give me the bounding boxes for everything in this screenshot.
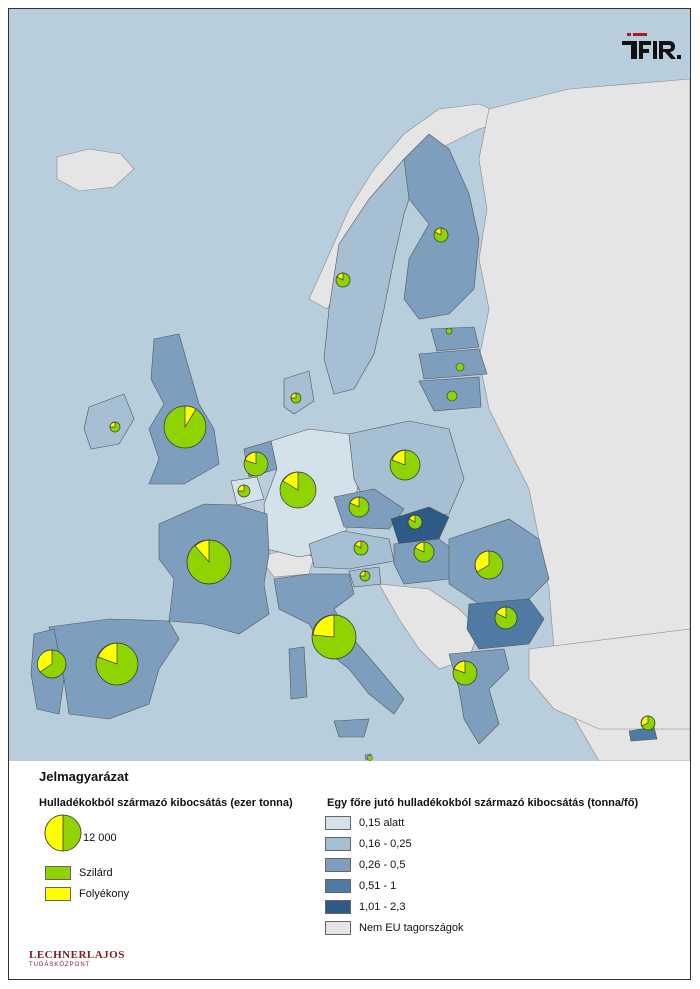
non-eu-east <box>478 78 690 761</box>
solid-swatch <box>45 866 71 880</box>
pie-austria <box>353 540 369 556</box>
class-2-label: 0,16 - 0,25 <box>359 838 412 850</box>
pie-slovakia <box>407 514 423 530</box>
pie-uk <box>163 405 207 449</box>
pie-spain <box>95 642 139 686</box>
pie-finland <box>433 227 449 243</box>
lechner-line1: LECHNERLAJOS <box>29 949 125 961</box>
pie-germany <box>279 471 317 509</box>
legend-pie <box>44 814 82 852</box>
class-3-swatch <box>325 858 351 872</box>
liquid-label: Folyékony <box>79 888 130 900</box>
sicily <box>333 718 370 738</box>
pie-latvia <box>455 362 465 372</box>
pie-italy <box>311 614 357 660</box>
latvia <box>418 348 488 380</box>
pie-poland <box>389 449 421 481</box>
class-4-swatch <box>325 879 351 893</box>
pie-value-label: 12 000 <box>83 832 117 844</box>
class-4-label: 0,51 - 1 <box>359 880 397 892</box>
class-3-label: 0,26 - 0,5 <box>359 859 406 871</box>
pie-estonia <box>445 327 453 335</box>
per-capita-title: Egy főre jutó hulladékokból származó kib… <box>327 797 639 809</box>
pie-netherlands <box>243 451 269 477</box>
class-row-2: 0,16 - 0,25 <box>325 837 412 851</box>
class-1-label: 0,15 alatt <box>359 817 405 829</box>
legend-title: Jelmagyarázat <box>39 769 129 784</box>
class-row-6: Nem EU tagországok <box>325 921 464 935</box>
pie-belgium <box>237 484 251 498</box>
class-2-swatch <box>325 837 351 851</box>
legend: Jelmagyarázat Hulladékokból származó kib… <box>9 761 690 979</box>
class-6-label: Nem EU tagországok <box>359 922 464 934</box>
ireland <box>83 393 135 450</box>
pie-czechia <box>348 496 370 518</box>
sardinia <box>288 646 308 700</box>
non-eu-turkey <box>528 628 690 730</box>
solid-label: Szilárd <box>79 867 113 879</box>
liquid-swatch <box>45 887 71 901</box>
legend-liquid: Folyékony <box>45 887 129 901</box>
class-row-4: 0,51 - 1 <box>325 879 396 893</box>
pie-malta <box>367 755 373 761</box>
lechner-logo: LECHNERLAJOS TUDÁSKÖZPONT <box>29 949 125 968</box>
denmark <box>283 370 315 415</box>
non-eu-iceland <box>56 148 135 192</box>
class-1-swatch <box>325 816 351 830</box>
class-5-label: 1,01 - 2,3 <box>359 901 406 913</box>
class-row-5: 1,01 - 2,3 <box>325 900 405 914</box>
pie-portugal <box>37 649 67 679</box>
pie-bulgaria <box>494 606 518 630</box>
map-svg <box>30 78 690 761</box>
class-row-3: 0,26 - 0,5 <box>325 858 405 872</box>
emission-title: Hulladékokból származó kibocsátás (ezer … <box>39 797 293 809</box>
europe-map <box>9 9 690 761</box>
finland <box>403 133 480 320</box>
map-frame <box>8 8 691 980</box>
legend-solid: Szilárd <box>45 866 113 880</box>
pie-lithuania <box>446 390 458 402</box>
legend-pie-value: 12 000 <box>83 832 117 844</box>
teir-logo-icon <box>622 33 681 59</box>
lechner-line2: TUDÁSKÖZPONT <box>29 962 91 968</box>
class-row-1: 0,15 alatt <box>325 816 404 830</box>
class-5-swatch <box>325 900 351 914</box>
class-6-swatch <box>325 921 351 935</box>
pie-greece <box>452 660 478 686</box>
pie-slovenia <box>359 570 371 582</box>
pie-france <box>186 539 232 585</box>
estonia <box>430 326 480 352</box>
pie-hungary <box>413 541 435 563</box>
pie-ireland <box>109 421 121 433</box>
pie-sweden <box>335 272 351 288</box>
pie-romania <box>474 550 504 580</box>
pie-denmark <box>290 392 302 404</box>
pie-cyprus <box>640 715 656 731</box>
